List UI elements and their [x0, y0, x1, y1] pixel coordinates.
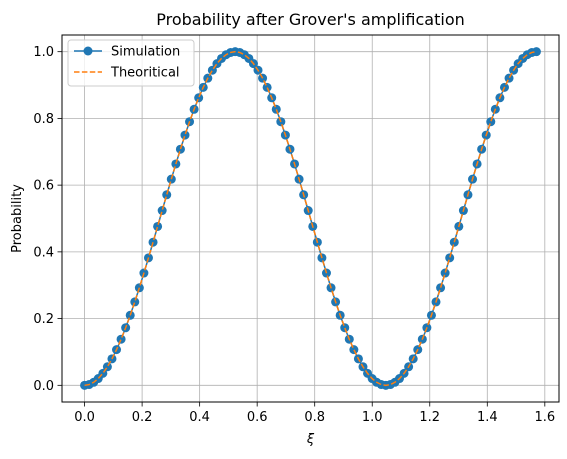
x-tick-label: 1.6: [534, 410, 555, 425]
data-point-simulation: [148, 237, 158, 247]
x-tick-label: 1.2: [419, 410, 440, 425]
x-tick-label: 0.8: [304, 410, 325, 425]
y-axis-label: Probability: [10, 184, 25, 253]
legend-marker-simulation: [83, 46, 93, 56]
x-tick-label: 0.6: [247, 410, 268, 425]
data-point-simulation: [153, 221, 163, 231]
data-point-simulation: [130, 297, 140, 307]
x-tick-label: 1.0: [362, 410, 383, 425]
legend-label-simulation: Simulation: [111, 45, 180, 60]
x-tick-label: 1.4: [477, 410, 498, 425]
grid: [62, 35, 559, 402]
data-point-simulation: [504, 73, 514, 83]
y-tick-label: 0.4: [33, 245, 54, 260]
data-point-simulation: [157, 206, 167, 216]
data-point-simulation: [340, 323, 350, 333]
data-point-simulation: [175, 144, 185, 154]
y-tick-label: 0.2: [33, 312, 54, 327]
y-tick-label: 0.8: [33, 112, 54, 127]
plot-frame: [61, 34, 560, 403]
series-layer: [80, 47, 541, 390]
data-point-simulation: [271, 104, 281, 114]
data-point-simulation: [162, 190, 172, 200]
data-point-simulation: [262, 82, 272, 92]
x-tick-label: 0.4: [189, 410, 210, 425]
data-point-simulation: [349, 345, 359, 355]
data-point-simulation: [436, 283, 446, 293]
data-point-simulation: [449, 237, 459, 247]
data-point-simulation: [102, 362, 112, 372]
data-point-simulation: [445, 253, 455, 263]
data-point-simulation: [116, 334, 126, 344]
legend: Simulation Theoritical: [67, 39, 195, 87]
data-point-simulation: [440, 268, 450, 278]
x-tick-label: 0.0: [74, 410, 95, 425]
y-tick-label: 0.0: [33, 379, 54, 394]
data-point-simulation: [486, 117, 496, 127]
data-point-simulation: [194, 93, 204, 103]
ticks: 0.0 0.2 0.4 0.6 0.8 1.0 1.2 1.4 1.6 0.0 0.2 0.4 0.6 0…: [33, 45, 555, 425]
data-point-simulation: [531, 47, 541, 57]
x-axis-label: ξ: [306, 432, 315, 447]
legend-label-theoritical: Theoritical: [110, 66, 180, 81]
y-tick-label: 1.0: [33, 45, 54, 60]
series-line-theoritical: [84, 50, 537, 387]
chart-title: Probability after Grover's amplification: [156, 10, 465, 29]
x-tick-label: 0.2: [132, 410, 153, 425]
y-tick-label: 0.6: [33, 179, 54, 194]
data-point-simulation: [180, 130, 190, 140]
